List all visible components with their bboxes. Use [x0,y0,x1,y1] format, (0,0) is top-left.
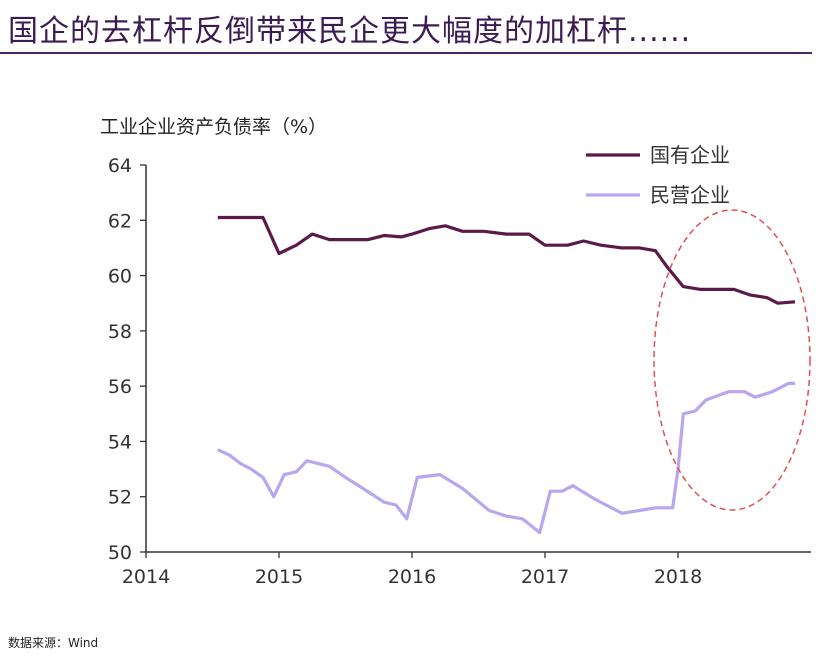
y-tick-label: 52 [108,487,132,509]
legend-label: 民营企业 [650,183,730,207]
y-axis-label: 工业企业资产负债率（%） [100,116,327,138]
x-tick-label: 2015 [255,566,303,588]
y-tick-label: 54 [108,431,132,453]
y-tick-label: 58 [108,321,132,343]
x-tick-label: 2016 [388,566,436,588]
line-chart: 工业企业资产负债率（%） 50 52 54 56 58 60 62 64 2014 2015 201… [100,116,811,588]
y-tick-label: 56 [108,376,132,398]
y-tick-label: 62 [108,210,132,232]
source-note: 数据来源：Wind [8,636,99,650]
highlight-ellipse [653,209,811,511]
x-tick-label: 2014 [122,566,170,588]
series-line-2 [217,381,795,535]
axes: 50 52 54 56 58 60 62 64 2014 2015 2016 2017 2018 [108,155,811,588]
legend-label: 国有企业 [650,143,730,167]
x-tick-label: 2018 [654,566,702,588]
slide-title: 国企的去杠杆反倒带来民企更大幅度的加杠杆...... [8,14,692,49]
series-lines [217,215,796,535]
series-line-1 [217,215,796,305]
y-tick-label: 64 [108,155,132,177]
x-tick-label: 2017 [521,566,569,588]
y-tick-label: 50 [108,542,132,564]
title-divider [0,52,812,54]
y-tick-label: 60 [108,266,132,288]
